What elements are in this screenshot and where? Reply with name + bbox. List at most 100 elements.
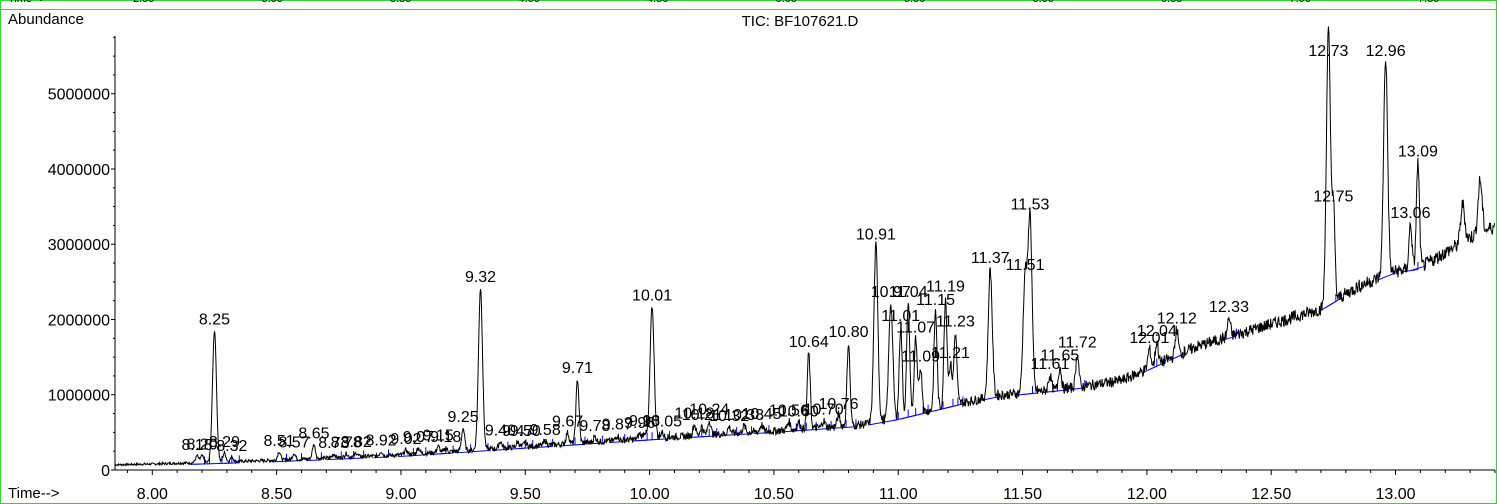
peak-label: 10.80 (828, 324, 868, 341)
peak-label: 9.98 (629, 413, 660, 430)
peak-baseline (654, 438, 670, 441)
peak-label: 10.56 (769, 403, 809, 420)
peak-label: 9.47 (502, 423, 533, 440)
tic-trace-line (114, 26, 1495, 467)
peak-label: 10.91 (856, 226, 896, 243)
peak-baseline (701, 435, 717, 438)
y-tick-label: 0 (101, 463, 110, 480)
peak-label: 9.15 (423, 427, 454, 444)
x-tick-label: 13.00 (1376, 486, 1416, 503)
peak-label: 8.29 (209, 434, 240, 451)
peak-label: 8.65 (298, 425, 329, 442)
peak-label: 9.32 (465, 269, 496, 286)
peak-label: 11.09 (901, 349, 940, 366)
peak-label: 11.23 (936, 314, 975, 331)
peak-label: 10.32 (709, 408, 749, 425)
peak-baseline (473, 450, 489, 453)
top-strip-tick: 6.00 (1033, 0, 1054, 5)
peak-label: 13.09 (1398, 144, 1438, 161)
peak-baseline (1052, 389, 1068, 392)
peak-label: 10.97 (871, 284, 911, 301)
peak-label: 11.07 (896, 320, 935, 337)
top-strip-tick: 5.50 (904, 0, 925, 5)
peak-baseline (1377, 273, 1394, 281)
top-strip-tick: 7.50 (1418, 0, 1439, 5)
peak-label: 10.24 (689, 401, 729, 418)
x-tick-label: 10.00 (630, 486, 670, 503)
peak-label: 8.20 (186, 437, 217, 454)
peak-label: 10.70 (804, 402, 844, 419)
peak-label: 8.25 (199, 311, 230, 328)
signal-trace (114, 26, 1495, 467)
x-tick-label: 8.50 (261, 486, 292, 503)
x-tick-label: 8.00 (137, 486, 168, 503)
peak-label: 12.75 (1313, 188, 1353, 205)
x-tick-label: 12.00 (1127, 486, 1167, 503)
peak-label: 11.15 (916, 292, 955, 309)
peak-label: 11.65 (1040, 348, 1079, 365)
peak-label: 10.38 (724, 407, 764, 424)
chart-title: TIC: BF107621.D (742, 13, 859, 30)
peak-label: 10.18 (674, 405, 714, 422)
peak-label: 12.01 (1129, 330, 1169, 347)
top-strip-label: Time--> (8, 0, 46, 5)
peak-label: 9.02 (390, 431, 421, 448)
peak-label: 9.18 (430, 429, 461, 446)
peak-label: 11.37 (971, 250, 1010, 267)
peak-label: 8.78 (331, 435, 362, 452)
axes: 0 1000000 2000000 3000000 4000000 5000000 8.00… (48, 36, 1496, 503)
top-strip-tick: 7.00 (1290, 0, 1311, 5)
top-strip-tick: 4.50 (647, 0, 668, 5)
peak-label: 11.51 (1006, 257, 1045, 274)
x-tick-label: 9.00 (385, 486, 416, 503)
peak-label: 10.64 (789, 334, 829, 351)
peak-label: 8.57 (278, 434, 309, 451)
peak-label: 11.04 (889, 284, 928, 301)
peak-label: 13.06 (1390, 205, 1430, 222)
peak-label: 9.78 (579, 418, 610, 435)
y-tick-label: 3000000 (48, 237, 110, 254)
peak-label: 8.51 (264, 433, 295, 450)
peak-label: 10.21 (682, 407, 722, 424)
peak-baseline (982, 396, 998, 401)
peak-label: 8.18 (181, 437, 212, 454)
top-time-strip: Time--> 2.50 3.00 3.50 4.00 4.50 5.00 5.50 6.00 6… (0, 0, 1497, 10)
peak-baseline (1410, 265, 1426, 272)
x-tick-label: 12.50 (1251, 486, 1291, 503)
peak-baseline (438, 452, 454, 455)
top-strip-tick: 2.50 (133, 0, 154, 5)
peak-baseline (947, 403, 964, 409)
peak-label: 11.72 (1058, 334, 1097, 351)
peak-labels: 8.188.20 8.25 8.298.32 8.518.578.658.738.78… (181, 43, 1438, 455)
top-strip-tick: 5.00 (776, 0, 797, 5)
peak-label: 8.32 (216, 438, 247, 455)
peak-label: 12.12 (1157, 310, 1197, 327)
peak-label: 11.53 (1011, 196, 1050, 213)
peak-label: 12.04 (1137, 323, 1177, 340)
y-axis-label: Abundance (8, 11, 84, 28)
peak-label: 10.60 (779, 403, 819, 420)
peak-label: 11.01 (881, 308, 920, 325)
x-tick-label: 11.00 (879, 486, 918, 503)
peak-baseline (537, 445, 553, 448)
peak-label: 8.82 (341, 434, 372, 451)
peak-label: 11.61 (1030, 356, 1069, 373)
peak-label: 9.96 (624, 415, 655, 432)
peak-label: 9.71 (562, 360, 593, 377)
peak-label: 12.33 (1209, 299, 1249, 316)
top-strip-tick: 6.50 (1161, 0, 1182, 5)
peak-baseline (1325, 297, 1342, 308)
peak-label: 12.96 (1366, 43, 1406, 60)
peak-label: 10.76 (819, 396, 859, 413)
peak-label: 12.73 (1308, 43, 1348, 60)
y-tick-label: 5000000 (48, 87, 110, 104)
peak-label: 9.87 (602, 416, 633, 433)
top-strip-tick: 3.50 (390, 0, 411, 5)
x-tick-label: 9.50 (510, 486, 541, 503)
peak-label: 9.50 (510, 423, 541, 440)
x-tick-label: 11.50 (1003, 486, 1042, 503)
top-strip-axis (0, 9, 1497, 10)
peak-label: 9.25 (448, 409, 479, 426)
peak-label: 10.45 (741, 406, 781, 423)
